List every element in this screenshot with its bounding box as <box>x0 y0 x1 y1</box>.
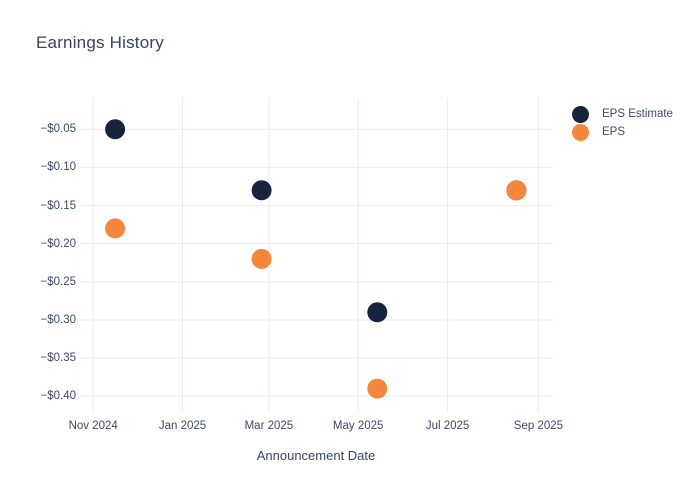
x-tick-label: May 2025 <box>332 420 384 432</box>
legend-item-eps-estimate[interactable]: EPS Estimate <box>572 105 673 123</box>
x-tick-label: Sep 2025 <box>513 420 564 432</box>
x-tick-label: Jul 2025 <box>425 420 470 432</box>
y-tick-label: −$0.10 <box>40 161 77 174</box>
eps-estimate-marker-icon <box>572 105 589 123</box>
legend-item-eps[interactable]: EPS <box>572 123 673 141</box>
eps-estimate-point[interactable] <box>105 119 126 140</box>
y-tick-label: −$0.40 <box>40 390 77 403</box>
chart-title: Earnings History <box>36 33 164 52</box>
eps-point[interactable] <box>506 180 527 201</box>
y-tick-label: −$0.25 <box>40 275 77 288</box>
eps-marker-icon <box>572 123 589 141</box>
eps-point[interactable] <box>251 248 272 269</box>
eps-estimate-point[interactable] <box>367 302 388 323</box>
eps-estimate-point[interactable] <box>251 180 272 201</box>
eps-point[interactable] <box>105 218 126 239</box>
x-axis-title: Announcement Date <box>256 448 376 463</box>
y-tick-label: −$0.20 <box>40 237 77 250</box>
legend: EPS Estimate EPS <box>572 105 673 141</box>
y-tick-label: −$0.30 <box>40 313 77 326</box>
y-tick-label: −$0.35 <box>40 352 77 365</box>
y-tick-label: −$0.05 <box>40 123 77 136</box>
legend-label-eps-estimate: EPS Estimate <box>602 108 673 120</box>
x-tick-label: Mar 2025 <box>244 420 294 432</box>
y-tick-label: −$0.15 <box>40 199 77 212</box>
x-tick-label: Nov 2024 <box>68 420 118 432</box>
legend-label-eps: EPS <box>602 126 626 138</box>
eps-point[interactable] <box>367 378 388 399</box>
x-tick-label: Jan 2025 <box>158 420 207 432</box>
